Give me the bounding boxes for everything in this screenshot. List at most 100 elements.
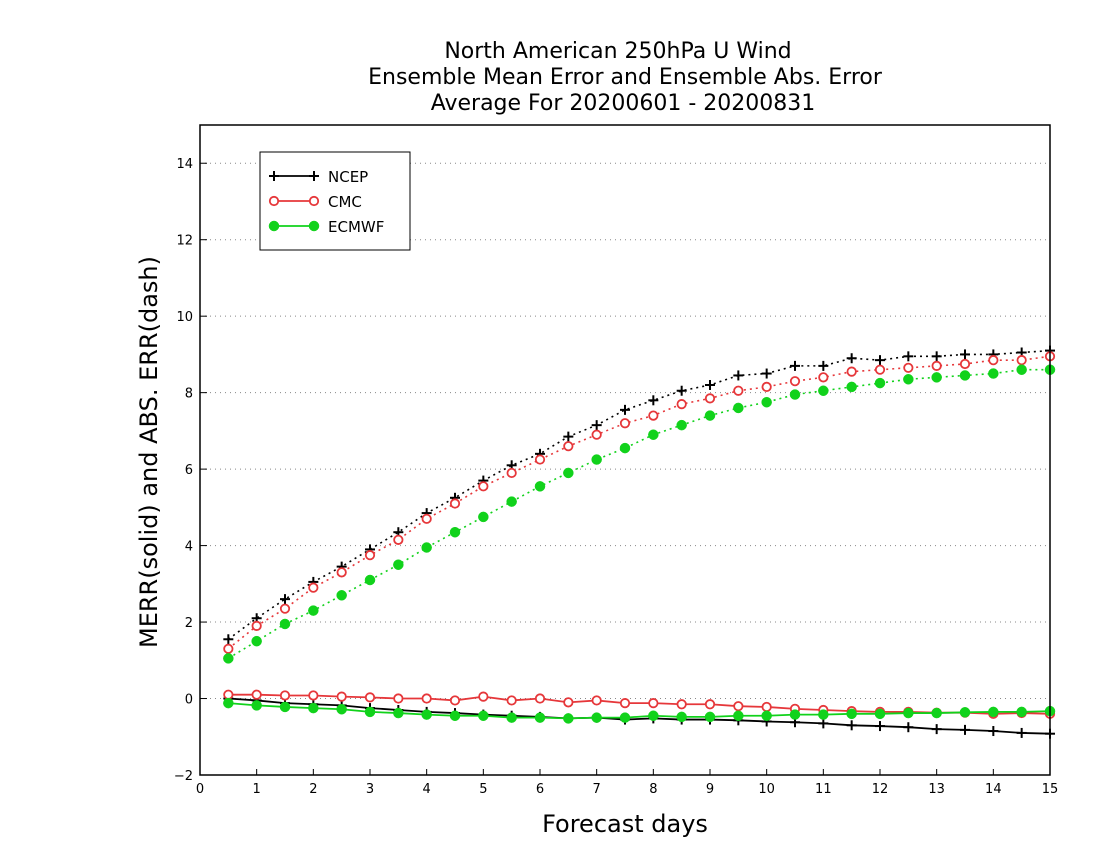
grid: [200, 162, 1050, 776]
point-cmc-abs-error: [1016, 355, 1027, 366]
point-cmc-mean-error: [563, 697, 574, 708]
x-tick-label: 5: [479, 782, 487, 797]
point-ecmwf-mean-error: [619, 712, 631, 723]
point-ncep-abs-error: [223, 634, 234, 645]
point-cmc-abs-error: [648, 410, 659, 421]
point-ecmwf-abs-error: [648, 429, 659, 440]
point-ncep-abs-error: [903, 351, 914, 362]
point-ecmwf-abs-error: [449, 526, 461, 538]
y-tick-label: 10: [176, 310, 193, 325]
point-ecmwf-mean-error: [251, 700, 262, 711]
point-ecmwf-abs-error: [1016, 364, 1027, 375]
point-ecmwf-mean-error: [336, 703, 347, 715]
point-cmc-abs-error: [704, 393, 716, 404]
legend-label: NCEP: [328, 168, 368, 186]
y-tick-label: 6: [185, 463, 193, 478]
point-cmc-abs-error: [733, 385, 744, 396]
point-ecmwf-mean-error: [959, 707, 971, 718]
point-cmc-abs-error: [563, 441, 574, 452]
point-ncep-abs-error: [705, 380, 715, 390]
point-ecmwf-abs-error: [506, 496, 517, 507]
point-cmc-abs-error: [308, 582, 319, 593]
point-ecmwf-abs-error: [704, 410, 716, 421]
point-ncep-mean-error: [988, 726, 999, 737]
point-ecmwf-mean-error: [874, 708, 886, 720]
point-ecmwf-mean-error: [591, 712, 602, 723]
point-ecmwf-abs-error: [393, 559, 404, 570]
point-cmc-abs-error: [903, 362, 914, 373]
point-cmc-mean-error: [336, 691, 347, 702]
series-ecmwf-abs-error-line: [227, 368, 1050, 660]
point-ecmwf-abs-error: [874, 377, 886, 389]
point-ncep-abs-error: [818, 360, 829, 371]
point-ncep-mean-error: [818, 718, 829, 729]
point-ecmwf-mean-error: [1016, 706, 1027, 718]
point-ncep-abs-error: [648, 395, 659, 406]
legend-marker-start: [268, 220, 280, 232]
point-ecmwf-abs-error: [563, 467, 574, 479]
point-ecmwf-abs-error: [846, 381, 857, 393]
y-axis-title: MERR(solid) and ABS. ERR(dash): [135, 256, 163, 648]
legend-marker-start: [268, 195, 280, 207]
chart-title: North American 250hPa U Wind Ensemble Me…: [368, 39, 883, 116]
plot-frame: [199, 124, 1051, 776]
point-cmc-mean-error: [449, 695, 461, 706]
point-ecmwf-mean-error: [931, 707, 942, 719]
point-ncep-abs-error: [875, 355, 885, 366]
x-tick-label: 12: [872, 782, 889, 797]
x-tick-label: 6: [536, 782, 544, 797]
point-ncep-abs-error: [676, 385, 687, 396]
point-ecmwf-mean-error: [223, 697, 234, 709]
x-tick-label: 8: [649, 782, 657, 797]
point-cmc-abs-error: [988, 355, 999, 366]
point-ecmwf-abs-error: [733, 402, 744, 414]
point-ecmwf-mean-error: [988, 706, 999, 718]
x-axis: 0 1 2 3 4 5 6 7 8 9 10 11 12 13 14 15: [196, 769, 1058, 797]
point-ecmwf-mean-error: [903, 707, 914, 719]
point-ncep-abs-error: [620, 404, 630, 415]
point-cmc-mean-error: [223, 689, 234, 700]
point-ecmwf-mean-error: [676, 711, 687, 723]
point-ncep-abs-error: [280, 594, 290, 605]
point-ncep-abs-error: [591, 420, 602, 431]
point-cmc-abs-error: [364, 550, 376, 561]
y-tick-label: −2: [174, 769, 193, 784]
x-tick-label: 7: [593, 782, 601, 797]
x-tick-label: 10: [758, 782, 775, 797]
point-ecmwf-abs-error: [336, 590, 347, 601]
point-cmc-mean-error: [534, 693, 546, 704]
point-ncep-mean-error: [875, 721, 885, 732]
point-cmc-abs-error: [846, 366, 857, 377]
point-cmc-abs-error: [789, 376, 801, 387]
point-ecmwf-abs-error: [931, 372, 942, 383]
point-ncep-abs-error: [563, 431, 574, 442]
point-ncep-abs-error: [846, 353, 857, 364]
point-ecmwf-mean-error: [563, 713, 574, 724]
y-axis: −2 0 2 4 6 8 10 12 14: [174, 157, 207, 784]
point-ecmwf-mean-error: [506, 712, 517, 723]
point-ecmwf-mean-error: [449, 710, 461, 721]
x-tick-label: 0: [196, 782, 204, 797]
point-cmc-mean-error: [393, 693, 404, 704]
point-cmc-abs-error: [534, 454, 546, 465]
point-cmc-abs-error: [818, 372, 829, 383]
point-ecmwf-mean-error: [704, 711, 716, 723]
point-ecmwf-abs-error: [251, 635, 262, 647]
point-cmc-mean-error: [478, 691, 489, 702]
point-ecmwf-abs-error: [789, 389, 801, 400]
point-cmc-mean-error: [648, 698, 659, 709]
point-ecmwf-abs-error: [223, 653, 234, 664]
y-tick-label: 4: [185, 540, 193, 555]
legend-label: ECMWF: [328, 218, 384, 236]
point-cmc-abs-error: [279, 603, 291, 614]
point-ecmwf-mean-error: [648, 710, 659, 721]
legend-label: CMC: [328, 193, 362, 211]
point-cmc-abs-error: [959, 358, 971, 370]
point-cmc-abs-error: [251, 620, 262, 631]
point-cmc-mean-error: [364, 692, 376, 703]
x-tick-label: 4: [423, 782, 431, 797]
series-cmc: [223, 351, 1056, 719]
legend-marker-end: [308, 195, 320, 207]
x-tick-label: 14: [985, 782, 1002, 797]
